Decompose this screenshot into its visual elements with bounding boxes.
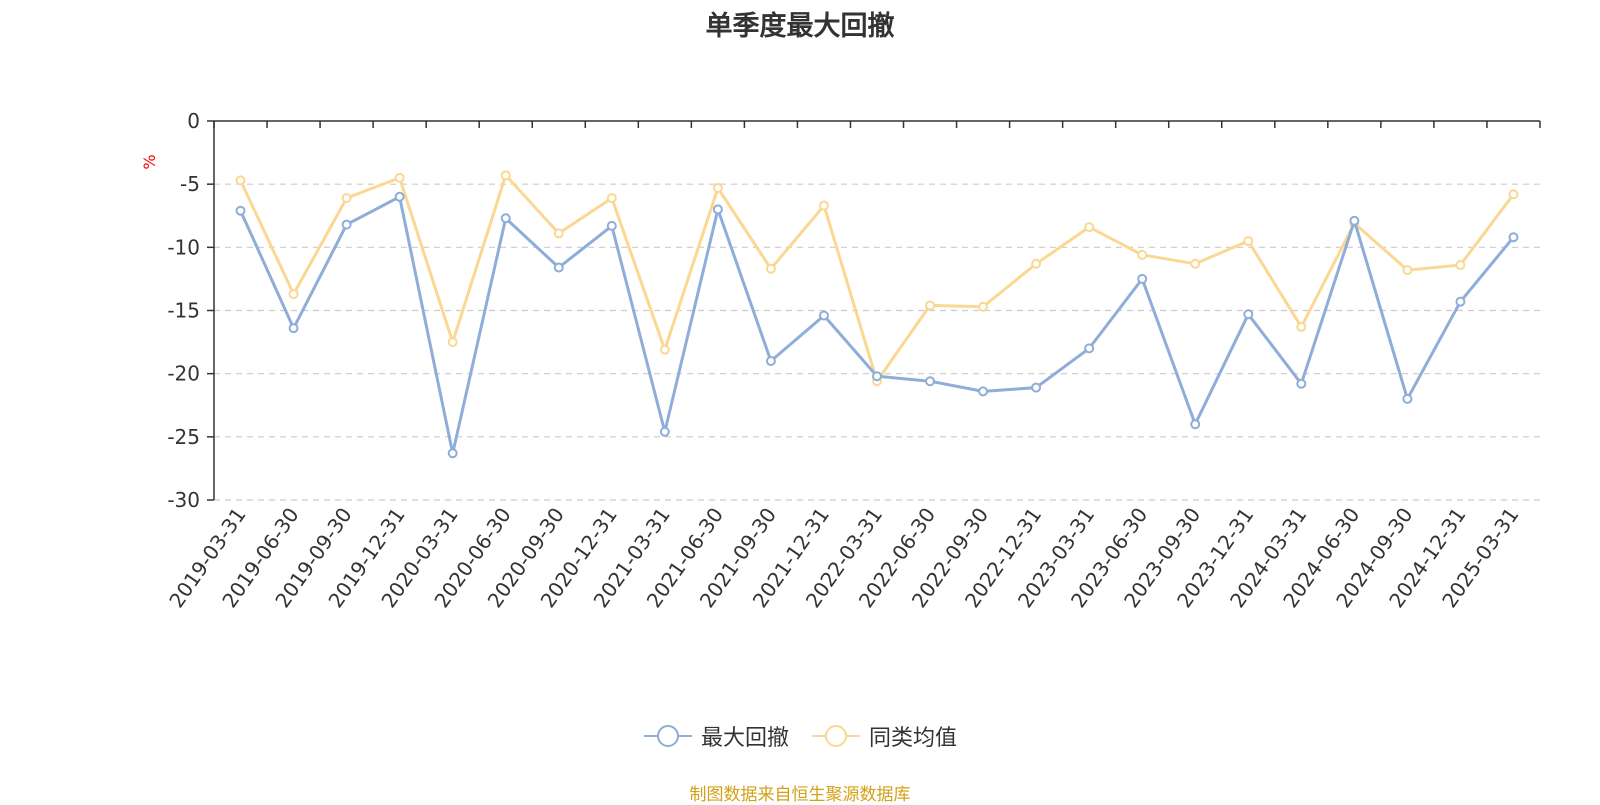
data-point-peer-average [606, 193, 617, 204]
y-tick-label: -20 [167, 362, 200, 386]
data-point-peer-average [1508, 189, 1519, 200]
series-line-drawdown [239, 195, 1515, 455]
data-point-drawdown [1508, 232, 1519, 243]
data-point-drawdown [553, 262, 564, 273]
data-point-peer-average [500, 170, 511, 181]
y-tick-label: 0 [187, 109, 200, 133]
data-point-drawdown [447, 448, 458, 459]
legend-label-peer-average: 同类均值 [869, 726, 958, 751]
data-point-peer-average [1031, 258, 1042, 269]
data-point-peer-average [341, 193, 352, 204]
data-point-drawdown [1190, 419, 1201, 430]
data-point-drawdown [765, 356, 776, 367]
data-point-peer-average [978, 301, 989, 312]
data-point-peer-average [447, 337, 458, 348]
data-point-drawdown [818, 310, 829, 321]
data-point-peer-average [235, 175, 246, 186]
data-point-peer-average [288, 289, 299, 300]
data-point-drawdown [500, 213, 511, 224]
legend-item-peer-average[interactable]: 同类均值 [811, 720, 957, 752]
data-point-drawdown [1402, 393, 1413, 404]
data-point-drawdown [925, 376, 936, 387]
y-tick-label: -10 [167, 235, 200, 259]
data-point-peer-average [1137, 249, 1148, 260]
data-point-drawdown [288, 323, 299, 334]
y-tick-label: -15 [167, 299, 200, 323]
data-point-peer-average [1243, 236, 1254, 247]
legend-marker-drawdown [643, 725, 692, 747]
data-point-drawdown [872, 371, 882, 382]
data-point-drawdown [1137, 273, 1148, 284]
legend-label-drawdown: 最大回撤 [700, 726, 789, 751]
grid-layer [214, 183, 1540, 501]
data-point-drawdown [1031, 382, 1042, 393]
data-point-peer-average [818, 200, 829, 211]
data-point-drawdown [659, 426, 670, 437]
data-point-drawdown [394, 191, 405, 202]
data-point-peer-average [1084, 222, 1095, 233]
legend-item-drawdown[interactable]: 最大回撤 [643, 720, 789, 752]
data-point-peer-average [1190, 258, 1201, 269]
y-tick-label: -25 [167, 425, 200, 449]
data-point-drawdown [1296, 378, 1307, 389]
data-point-drawdown [606, 220, 617, 231]
y-tick-label: -5 [180, 172, 200, 196]
chart-title: 单季度最大回撤 [705, 11, 895, 42]
data-point-peer-average [1402, 265, 1413, 276]
data-point-peer-average [1455, 260, 1466, 271]
series-layer [235, 170, 1519, 459]
data-point-drawdown [1349, 215, 1360, 226]
data-point-drawdown [712, 204, 723, 215]
data-point-drawdown [1084, 343, 1095, 354]
data-point-peer-average [765, 263, 776, 274]
source-note: 制图数据来自恒生聚源数据库 [689, 785, 911, 805]
data-point-peer-average [925, 300, 936, 311]
y-axis-unit-label: % [140, 154, 159, 169]
data-point-peer-average [1296, 321, 1307, 332]
y-tick-label: -30 [167, 488, 200, 512]
data-point-peer-average [712, 182, 723, 193]
data-point-drawdown [1243, 309, 1254, 320]
data-point-drawdown [978, 386, 989, 397]
legend: 最大回撤 同类均值 [0, 720, 1600, 752]
data-point-peer-average [553, 228, 564, 239]
data-point-drawdown [341, 219, 352, 230]
data-point-peer-average [659, 344, 670, 355]
legend-marker-peer-average [812, 725, 860, 747]
data-point-drawdown [235, 205, 246, 216]
data-point-peer-average [394, 172, 405, 183]
data-point-drawdown [1455, 296, 1466, 307]
